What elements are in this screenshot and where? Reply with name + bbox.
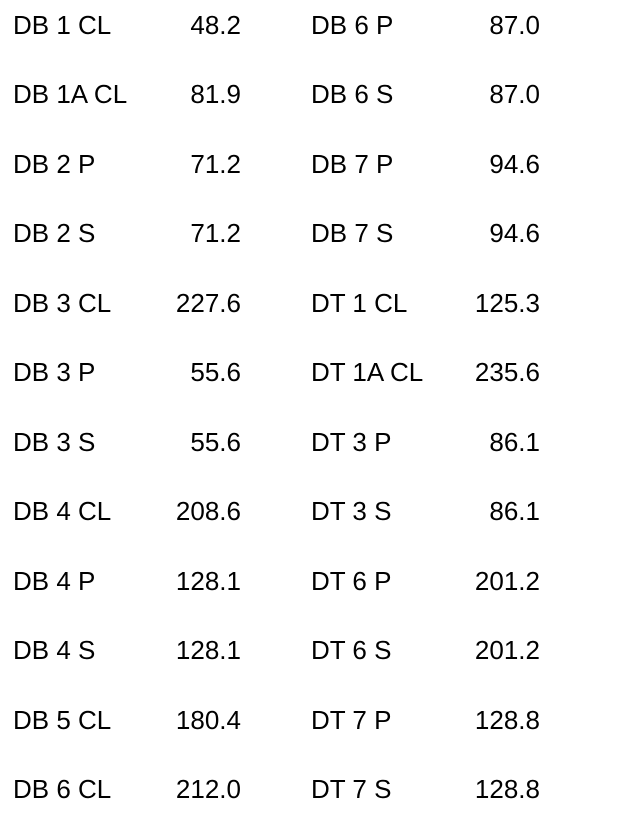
left-tank-name: DB 1A CL	[13, 79, 128, 109]
right-tank-name: DB 6 P	[311, 10, 394, 40]
right-tank-name: DT 3 P	[311, 427, 392, 457]
table-row: DB 4 S 128.1 DT 6 S 201.2	[0, 630, 640, 670]
table-row: DB 5 CL 180.4 DT 7 P 128.8	[0, 700, 640, 740]
left-tank-value: 55.6	[190, 357, 241, 387]
right-tank-value: 201.2	[474, 566, 540, 596]
left-tank-value: 208.6	[175, 496, 241, 526]
right-tank-value: 128.8	[474, 705, 540, 735]
table-row: DB 2 S 71.2 DB 7 S 94.6	[0, 213, 640, 253]
table-row: DB 3 CL 227.6 DT 1 CL 125.3	[0, 283, 640, 323]
right-tank-value: 125.3	[474, 288, 540, 318]
right-tank-name: DT 3 S	[311, 496, 392, 526]
left-tank-name: DB 4 P	[13, 566, 96, 596]
left-tank-name: DB 4 S	[13, 635, 96, 665]
left-tank-value: 227.6	[175, 288, 241, 318]
table-row: DB 2 P 71.2 DB 7 P 94.6	[0, 144, 640, 184]
table-row: DB 1 CL 48.2 DB 6 P 87.0	[0, 5, 640, 45]
left-tank-name: DB 5 CL	[13, 705, 112, 735]
left-tank-name: DB 3 P	[13, 357, 96, 387]
table-row: DB 1A CL 81.9 DB 6 S 87.0	[0, 74, 640, 114]
right-tank-value: 87.0	[489, 10, 540, 40]
right-tank-value: 86.1	[489, 496, 540, 526]
right-tank-name: DT 1A CL	[311, 357, 424, 387]
right-tank-value: 201.2	[474, 635, 540, 665]
table-row: DB 4 P 128.1 DT 6 P 201.2	[0, 561, 640, 601]
left-tank-name: DB 2 P	[13, 149, 96, 179]
left-tank-value: 128.1	[175, 566, 241, 596]
table-row: DB 4 CL 208.6 DT 3 S 86.1	[0, 491, 640, 531]
right-tank-name: DT 7 S	[311, 774, 392, 804]
table-row: DB 3 P 55.6 DT 1A CL 235.6	[0, 352, 640, 392]
right-tank-value: 94.6	[489, 218, 540, 248]
left-tank-value: 81.9	[190, 79, 241, 109]
left-tank-name: DB 2 S	[13, 218, 96, 248]
right-tank-value: 128.8	[474, 774, 540, 804]
left-tank-value: 71.2	[190, 149, 241, 179]
right-tank-name: DB 7 P	[311, 149, 394, 179]
left-tank-value: 71.2	[190, 218, 241, 248]
table-row: DB 3 S 55.6 DT 3 P 86.1	[0, 422, 640, 462]
left-tank-value: 212.0	[175, 774, 241, 804]
left-tank-name: DB 3 S	[13, 427, 96, 457]
right-tank-value: 86.1	[489, 427, 540, 457]
left-tank-name: DB 6 CL	[13, 774, 112, 804]
right-tank-value: 235.6	[474, 357, 540, 387]
right-tank-name: DT 6 P	[311, 566, 392, 596]
left-tank-name: DB 4 CL	[13, 496, 112, 526]
right-tank-value: 94.6	[489, 149, 540, 179]
table-row: DB 6 CL 212.0 DT 7 S 128.8	[0, 769, 640, 809]
right-tank-name: DT 6 S	[311, 635, 392, 665]
right-tank-name: DT 1 CL	[311, 288, 408, 318]
right-tank-name: DT 7 P	[311, 705, 392, 735]
right-tank-name: DB 6 S	[311, 79, 394, 109]
left-tank-name: DB 3 CL	[13, 288, 112, 318]
right-tank-name: DB 7 S	[311, 218, 394, 248]
right-tank-value: 87.0	[489, 79, 540, 109]
left-tank-value: 48.2	[190, 10, 241, 40]
left-tank-value: 128.1	[175, 635, 241, 665]
left-tank-value: 180.4	[175, 705, 241, 735]
left-tank-value: 55.6	[190, 427, 241, 457]
left-tank-name: DB 1 CL	[13, 10, 112, 40]
